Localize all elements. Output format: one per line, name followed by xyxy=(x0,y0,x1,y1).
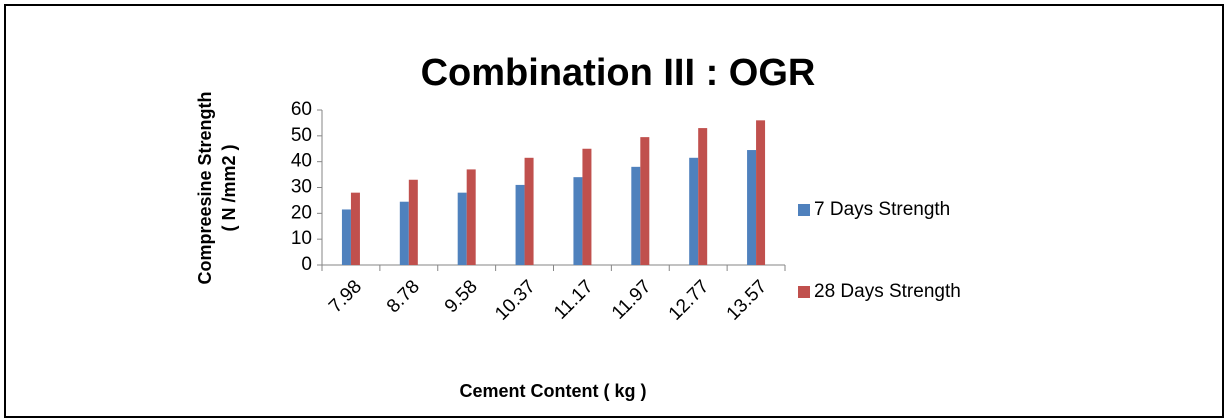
legend-label: 28 Days Strength xyxy=(814,281,961,302)
bar xyxy=(341,209,351,265)
bar xyxy=(689,157,699,265)
y-axis-title-line: Compreesine Strength xyxy=(195,91,215,284)
bar xyxy=(747,150,757,265)
bar xyxy=(524,157,534,265)
legend-swatch xyxy=(798,204,810,216)
y-axis-title: Compreesine Strength ( N /mm2 ) xyxy=(195,91,239,284)
legend-swatch xyxy=(798,286,810,298)
y-tick-label: 40 xyxy=(291,151,312,172)
y-tick-label: 10 xyxy=(291,228,312,249)
bar xyxy=(640,137,650,265)
bar xyxy=(350,192,360,265)
bar xyxy=(408,179,418,265)
y-tick-label: 20 xyxy=(291,202,312,223)
y-tick-label: 0 xyxy=(301,254,312,275)
bar xyxy=(698,128,708,265)
bar xyxy=(399,201,409,265)
bar xyxy=(573,177,583,265)
y-tick-label: 30 xyxy=(291,177,312,198)
bar xyxy=(582,148,592,265)
y-tick-label: 50 xyxy=(291,125,312,146)
chart-frame xyxy=(4,4,1224,418)
chart-title: Combination III : OGR xyxy=(421,52,816,94)
bar xyxy=(457,192,467,265)
bar xyxy=(466,169,476,265)
bar xyxy=(631,166,641,265)
bar xyxy=(515,184,525,265)
y-tick-label: 60 xyxy=(291,99,312,120)
y-axis-title-line: ( N /mm2 ) xyxy=(219,144,239,231)
bar xyxy=(756,120,766,265)
x-axis-title: Cement Content ( kg ) xyxy=(460,381,647,401)
legend-label: 7 Days Strength xyxy=(814,199,950,220)
